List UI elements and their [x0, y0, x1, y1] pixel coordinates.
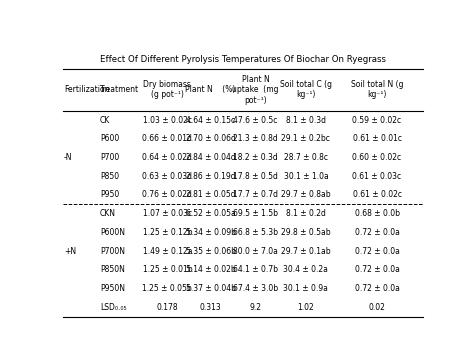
Text: 67.4 ± 3.0b: 67.4 ± 3.0b — [233, 284, 278, 293]
Text: Soil total C (g
kg⁻¹): Soil total C (g kg⁻¹) — [280, 80, 332, 99]
Text: 29.7 ± 0.1ab: 29.7 ± 0.1ab — [281, 247, 331, 256]
Text: 4.64 ± 0.15c: 4.64 ± 0.15c — [186, 115, 235, 125]
Text: Plant N
uptake  (mg
pot⁻¹): Plant N uptake (mg pot⁻¹) — [232, 75, 279, 105]
Text: 0.61 ± 0.03c: 0.61 ± 0.03c — [353, 172, 401, 181]
Text: CKN: CKN — [100, 209, 116, 218]
Text: Fertilization: Fertilization — [64, 85, 109, 94]
Text: P950: P950 — [100, 190, 119, 199]
Text: 64.1 ± 0.7b: 64.1 ± 0.7b — [233, 265, 278, 274]
Text: 2.70 ± 0.06d: 2.70 ± 0.06d — [186, 134, 236, 143]
Text: 69.5 ± 1.5b: 69.5 ± 1.5b — [233, 209, 278, 218]
Text: 47.6 ± 0.5c: 47.6 ± 0.5c — [233, 115, 278, 125]
Text: 1.03 ± 0.02c: 1.03 ± 0.02c — [143, 115, 192, 125]
Text: 2.84 ± 0.04d: 2.84 ± 0.04d — [186, 153, 236, 162]
Text: P850: P850 — [100, 172, 119, 181]
Text: P600: P600 — [100, 134, 119, 143]
Text: Soil total N (g
kg⁻¹): Soil total N (g kg⁻¹) — [351, 80, 403, 99]
Text: 5.14 ± 0.02b: 5.14 ± 0.02b — [186, 265, 236, 274]
Text: P700N: P700N — [100, 247, 125, 256]
Text: 0.61 ± 0.01c: 0.61 ± 0.01c — [353, 134, 401, 143]
Text: 0.59 ± 0.02c: 0.59 ± 0.02c — [353, 115, 401, 125]
Text: P850N: P850N — [100, 265, 125, 274]
Text: 0.68 ± 0.0b: 0.68 ± 0.0b — [355, 209, 400, 218]
Text: Effect Of Different Pyrolysis Temperatures Of Biochar On Ryegrass: Effect Of Different Pyrolysis Temperatur… — [100, 55, 386, 64]
Text: Dry biomass
(g pot⁻¹): Dry biomass (g pot⁻¹) — [144, 80, 191, 99]
Text: 30.4 ± 0.2a: 30.4 ± 0.2a — [283, 265, 328, 274]
Text: 2.86 ± 0.19d: 2.86 ± 0.19d — [186, 172, 235, 181]
Text: 30.1 ± 1.0a: 30.1 ± 1.0a — [283, 172, 328, 181]
Text: 0.72 ± 0.0a: 0.72 ± 0.0a — [355, 265, 400, 274]
Text: 29.7 ± 0.8ab: 29.7 ± 0.8ab — [281, 190, 331, 199]
Text: -N: -N — [64, 153, 73, 162]
Text: 8.1 ± 0.3d: 8.1 ± 0.3d — [286, 115, 326, 125]
Text: 1.25 ± 0.12b: 1.25 ± 0.12b — [143, 228, 192, 237]
Text: 0.63 ± 0.03d: 0.63 ± 0.03d — [142, 172, 192, 181]
Text: CK: CK — [100, 115, 110, 125]
Text: Plant N    (%): Plant N (%) — [185, 85, 236, 94]
Text: 1.49 ± 0.12a: 1.49 ± 0.12a — [143, 247, 192, 256]
Text: 30.1 ± 0.9a: 30.1 ± 0.9a — [283, 284, 328, 293]
Text: 0.72 ± 0.0a: 0.72 ± 0.0a — [355, 284, 400, 293]
Text: 0.178: 0.178 — [156, 303, 178, 312]
Text: 1.07 ± 0.03c: 1.07 ± 0.03c — [143, 209, 192, 218]
Text: 6.52 ± 0.05a: 6.52 ± 0.05a — [186, 209, 236, 218]
Text: 66.8 ± 5.3b: 66.8 ± 5.3b — [233, 228, 278, 237]
Text: 0.76 ± 0.02d: 0.76 ± 0.02d — [142, 190, 192, 199]
Text: 18.2 ± 0.3d: 18.2 ± 0.3d — [233, 153, 278, 162]
Text: 1.02: 1.02 — [298, 303, 314, 312]
Text: 0.66 ± 0.01d: 0.66 ± 0.01d — [142, 134, 192, 143]
Text: 0.313: 0.313 — [200, 303, 221, 312]
Text: 0.72 ± 0.0a: 0.72 ± 0.0a — [355, 228, 400, 237]
Text: 5.37 ± 0.04b: 5.37 ± 0.04b — [185, 284, 236, 293]
Text: Treatment: Treatment — [100, 85, 139, 94]
Text: 29.1 ± 0.2bc: 29.1 ± 0.2bc — [282, 134, 330, 143]
Text: P700: P700 — [100, 153, 119, 162]
Text: 0.61 ± 0.02c: 0.61 ± 0.02c — [353, 190, 401, 199]
Text: 21.3 ± 0.8d: 21.3 ± 0.8d — [233, 134, 278, 143]
Text: 80.0 ± 7.0a: 80.0 ± 7.0a — [233, 247, 278, 256]
Text: 0.64 ± 0.02d: 0.64 ± 0.02d — [142, 153, 192, 162]
Text: 8.1 ± 0.2d: 8.1 ± 0.2d — [286, 209, 326, 218]
Text: 0.60 ± 0.02c: 0.60 ± 0.02c — [353, 153, 401, 162]
Text: 1.25 ± 0.01b: 1.25 ± 0.01b — [143, 265, 192, 274]
Text: 1.25 ± 0.05b: 1.25 ± 0.05b — [143, 284, 192, 293]
Text: 5.34 ± 0.09b: 5.34 ± 0.09b — [185, 228, 236, 237]
Text: 17.7 ± 0.7d: 17.7 ± 0.7d — [233, 190, 278, 199]
Text: 2.81 ± 0.05d: 2.81 ± 0.05d — [186, 190, 235, 199]
Text: P950N: P950N — [100, 284, 125, 293]
Text: +N: +N — [64, 247, 76, 256]
Text: 0.02: 0.02 — [369, 303, 385, 312]
Text: 17.8 ± 0.5d: 17.8 ± 0.5d — [233, 172, 278, 181]
Text: 5.35 ± 0.06b: 5.35 ± 0.06b — [185, 247, 236, 256]
Text: 9.2: 9.2 — [249, 303, 262, 312]
Text: LSD₀.₀₅: LSD₀.₀₅ — [100, 303, 127, 312]
Text: 29.8 ± 0.5ab: 29.8 ± 0.5ab — [281, 228, 331, 237]
Text: 0.72 ± 0.0a: 0.72 ± 0.0a — [355, 247, 400, 256]
Text: 28.7 ± 0.8c: 28.7 ± 0.8c — [284, 153, 328, 162]
Text: P600N: P600N — [100, 228, 125, 237]
